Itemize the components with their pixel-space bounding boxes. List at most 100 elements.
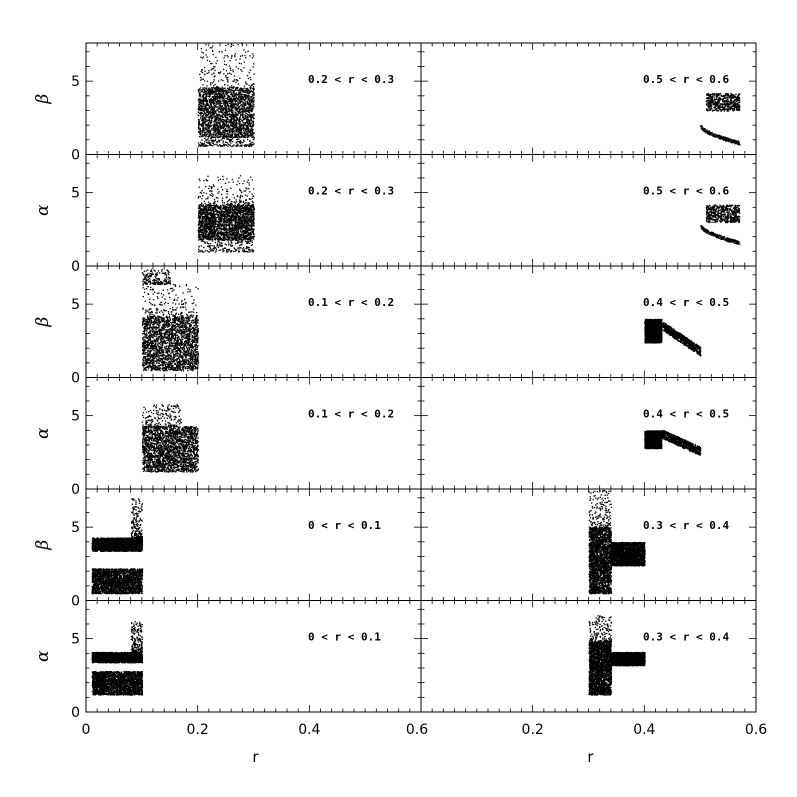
data-point [236, 93, 238, 96]
data-point [197, 229, 200, 232]
data-point [224, 135, 226, 137]
data-point [237, 120, 240, 122]
data-point [248, 92, 250, 95]
data-point [243, 144, 245, 146]
data-point [248, 217, 251, 219]
data-point [211, 110, 213, 112]
data-point [241, 124, 244, 127]
data-point [228, 139, 231, 142]
data-point [198, 99, 201, 101]
data-point [228, 121, 231, 124]
data-point [226, 130, 228, 133]
data-point [240, 114, 242, 117]
data-point [201, 130, 203, 132]
data-point [239, 212, 241, 214]
data-point [199, 220, 202, 222]
data-point [221, 96, 223, 98]
data-point [252, 120, 255, 122]
data-point [208, 124, 211, 126]
data-point [241, 70, 243, 72]
data-point [212, 98, 215, 100]
data-point [231, 101, 234, 103]
data-point [222, 102, 224, 104]
data-point [224, 132, 226, 134]
data-point [213, 109, 215, 111]
data-point [241, 88, 243, 90]
data-point [231, 224, 233, 226]
data-point [244, 122, 246, 125]
data-point [244, 91, 246, 94]
data-point [223, 231, 225, 233]
data-point [245, 51, 247, 53]
data-point [243, 96, 246, 98]
data-point [229, 95, 231, 98]
data-point [208, 71, 210, 74]
data-point [205, 133, 207, 136]
data-point [250, 88, 252, 90]
data-point [252, 103, 254, 105]
data-point [208, 87, 210, 89]
data-point [244, 136, 246, 138]
data-point [210, 134, 212, 136]
data-point [219, 107, 221, 109]
data-point [214, 138, 217, 140]
data-point [215, 221, 217, 223]
data-point [243, 95, 245, 97]
data-point [235, 98, 237, 100]
data-point [202, 127, 205, 130]
data-point [237, 94, 239, 96]
data-point [212, 68, 215, 70]
data-point [210, 102, 212, 104]
data-point [215, 105, 217, 108]
data-point [209, 143, 212, 146]
data-point [211, 230, 213, 232]
data-point [222, 113, 224, 115]
data-point [215, 103, 217, 106]
data-point [202, 129, 204, 131]
data-point [206, 111, 209, 113]
data-point [217, 106, 219, 108]
data-point [198, 106, 200, 108]
data-point [249, 124, 252, 126]
data-point [208, 112, 211, 115]
data-point [219, 104, 222, 107]
data-point [226, 217, 228, 219]
data-point [227, 145, 229, 147]
data-point [198, 143, 200, 146]
data-point [248, 122, 250, 124]
data-point [234, 118, 236, 120]
data-point [212, 140, 214, 142]
data-point [238, 226, 240, 228]
data-point [242, 207, 244, 209]
data-point [217, 133, 220, 136]
data-point [206, 94, 208, 97]
data-point [204, 137, 206, 139]
data-point [211, 111, 213, 113]
data-point [244, 98, 246, 101]
y-tick-label: 0 [71, 594, 80, 610]
data-point [222, 127, 224, 130]
data-point [215, 115, 217, 117]
data-point [213, 211, 216, 213]
data-point [217, 125, 219, 127]
data-point [248, 102, 250, 104]
data-point [216, 113, 218, 115]
data-point [227, 104, 229, 107]
data-point [217, 136, 220, 139]
data-point [210, 62, 212, 65]
data-point [236, 87, 238, 89]
data-point [220, 93, 222, 95]
data-point [216, 123, 218, 126]
data-point [223, 84, 226, 86]
y-tick-label: 0 [71, 705, 80, 721]
data-point [228, 65, 231, 67]
data-point [245, 239, 247, 241]
data-point [243, 134, 246, 137]
data-point [230, 92, 233, 94]
x-tick-label: 0 [82, 722, 91, 738]
data-point [229, 144, 231, 146]
data-point [243, 118, 246, 121]
data-point [219, 121, 221, 123]
data-point [218, 133, 221, 136]
data-point [218, 210, 220, 212]
